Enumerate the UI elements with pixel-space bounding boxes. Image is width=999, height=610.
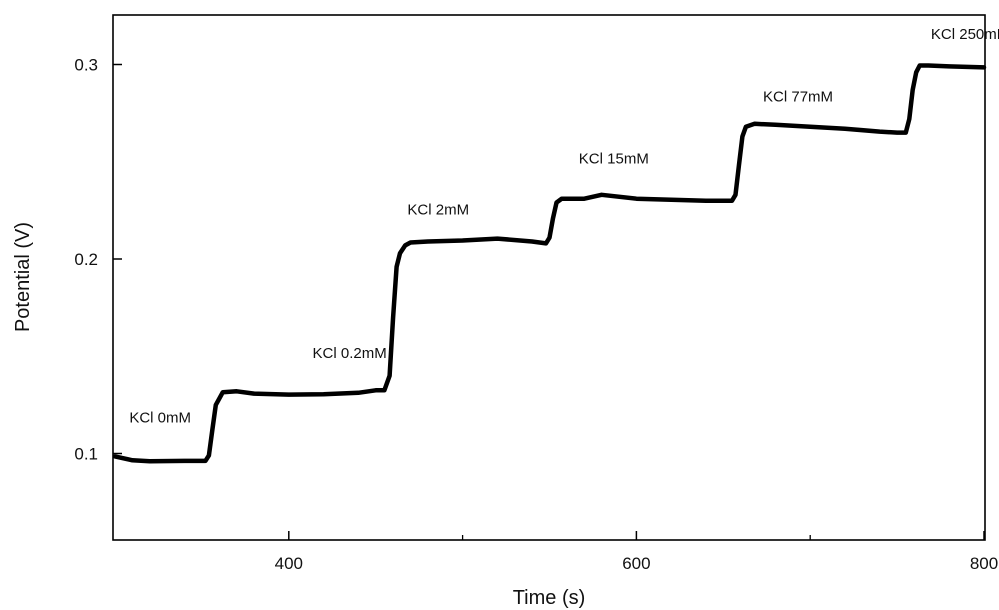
plot-frame (112, 14, 986, 541)
annotation-label: KCl 0.2mM (313, 345, 387, 362)
y-tick-label-0.1: 0.1 (74, 445, 98, 464)
y-tick-label-0.2: 0.2 (74, 250, 98, 269)
annotation-label: KCl 2mM (407, 201, 469, 218)
y-tick-label-0.3: 0.3 (74, 56, 98, 75)
annotations: KCl 0mM KCl 0.2mM KCl 2mM KCl 15mM KCl 77mM K… (129, 26, 999, 426)
y-axis-title: Potential (V) (12, 222, 34, 332)
y-axis: 0.1 0.2 0.3 (74, 56, 122, 464)
annotation-label: KCl 77mM (763, 88, 833, 105)
x-axis: 400 600 800 (275, 531, 998, 573)
x-tick-label-400: 400 (275, 554, 303, 573)
series-line (112, 63, 987, 464)
x-tick-label-800: 800 (970, 554, 998, 573)
x-tick-label-600: 600 (622, 554, 650, 573)
x-axis-title: Time (s) (513, 587, 586, 609)
annotation-label: KCl 15mM (579, 151, 649, 168)
annotation-label: KCl 0mM (129, 409, 191, 426)
annotation-label: KCl 250mM (931, 26, 999, 43)
